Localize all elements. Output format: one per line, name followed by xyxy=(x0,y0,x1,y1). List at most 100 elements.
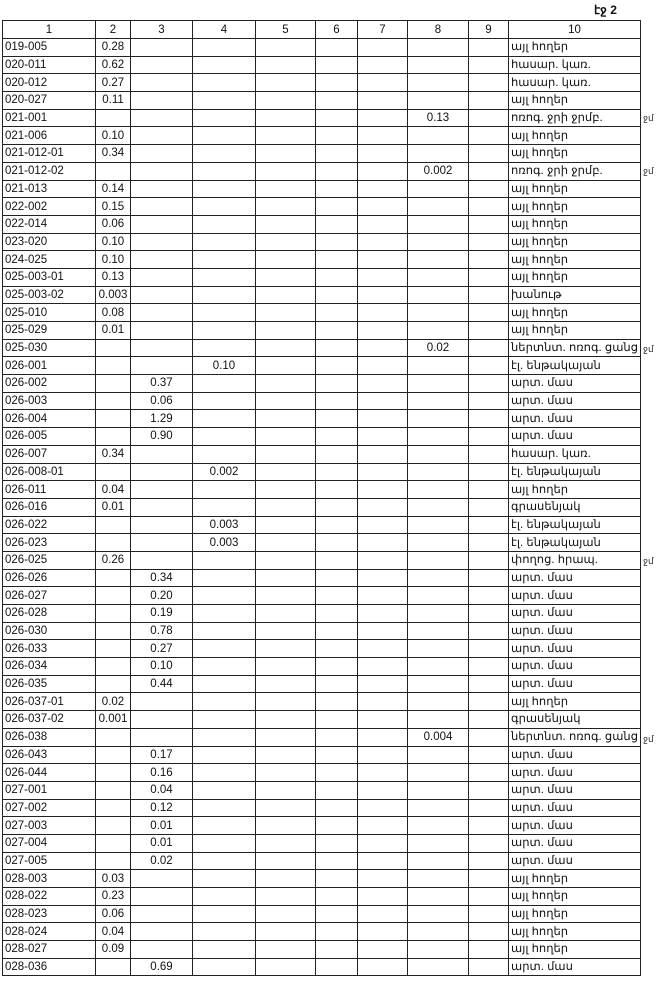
area-cell: 0.003 xyxy=(95,285,131,305)
area-cell xyxy=(468,604,509,623)
area-cell xyxy=(192,444,256,464)
area-cell xyxy=(407,833,469,853)
area-cell xyxy=(130,108,193,128)
land-use-cell: արտ. մաս xyxy=(508,586,641,605)
area-cell xyxy=(315,904,358,924)
area-cell xyxy=(315,533,358,552)
area-cell xyxy=(468,904,509,924)
area-cell xyxy=(315,763,358,782)
area-cell xyxy=(407,55,469,75)
area-cell xyxy=(357,533,408,552)
parcel-code-cell: 026-037-01 xyxy=(2,692,96,712)
area-cell xyxy=(407,391,469,411)
area-cell xyxy=(255,497,316,517)
area-cell xyxy=(192,639,256,659)
area-cell xyxy=(468,108,509,128)
area-cell xyxy=(192,621,256,641)
area-cell: 0.002 xyxy=(407,161,469,181)
area-cell: 0.69 xyxy=(130,957,193,977)
area-cell: 0.28 xyxy=(95,38,131,57)
area-cell xyxy=(192,285,256,305)
area-cell xyxy=(130,144,193,163)
area-cell xyxy=(315,444,358,464)
area-cell xyxy=(357,621,408,641)
page-number: էջ 2 xyxy=(594,3,617,17)
parcel-code-cell: 021-001 xyxy=(2,108,96,128)
area-cell xyxy=(468,780,509,800)
area-cell xyxy=(192,780,256,800)
area-cell xyxy=(468,674,509,694)
area-cell xyxy=(315,780,358,800)
area-cell xyxy=(357,462,408,482)
area-cell xyxy=(468,798,509,818)
area-cell: 0.11 xyxy=(95,91,131,110)
area-cell xyxy=(255,73,316,93)
area-cell xyxy=(130,126,193,146)
area-cell xyxy=(407,250,469,269)
area-cell xyxy=(95,727,131,747)
area-cell xyxy=(315,267,358,287)
area-cell xyxy=(130,710,193,729)
area-cell xyxy=(407,179,469,199)
land-use-cell: գրասենյակ xyxy=(508,497,641,517)
area-cell xyxy=(315,480,358,499)
area-cell xyxy=(130,179,193,199)
area-cell xyxy=(255,957,316,977)
area-cell xyxy=(357,144,408,163)
area-cell xyxy=(468,851,509,871)
area-cell xyxy=(255,126,316,146)
land-use-cell: այլ հողեր xyxy=(508,250,641,269)
table-row: 026-022 0.003 էլ. ենթակայան xyxy=(2,515,641,535)
land-use-cell: էլ. ենթակայան xyxy=(508,515,641,535)
area-cell xyxy=(315,851,358,871)
area-cell xyxy=(130,321,193,340)
area-cell xyxy=(468,869,509,888)
area-cell xyxy=(468,462,509,482)
area-cell xyxy=(192,197,256,216)
area-cell xyxy=(95,568,131,588)
area-cell xyxy=(468,91,509,110)
area-cell xyxy=(130,887,193,906)
area-cell xyxy=(407,303,469,322)
area-cell xyxy=(255,197,316,216)
table-row: 026-005 0.90 արտ. մաս xyxy=(2,427,641,446)
area-cell xyxy=(357,940,408,959)
area-cell xyxy=(315,568,358,588)
land-use-cell: արտ. մաս xyxy=(508,427,641,446)
table-row: 027-004 0.01 արտ. մաս xyxy=(2,833,641,853)
area-cell xyxy=(95,462,131,482)
area-cell xyxy=(357,657,408,676)
area-cell xyxy=(357,851,408,871)
area-cell xyxy=(192,957,256,977)
table-row: 021-013 0.14 այլ հողեր xyxy=(2,179,641,199)
area-cell xyxy=(255,851,316,871)
area-cell xyxy=(407,887,469,906)
area-cell xyxy=(468,356,509,376)
area-cell xyxy=(255,639,316,659)
area-cell xyxy=(468,197,509,216)
area-cell xyxy=(315,91,358,110)
parcel-code-cell: 025-030 xyxy=(2,338,96,358)
margin-note: ջմ xyxy=(643,556,654,567)
area-cell xyxy=(468,38,509,57)
area-cell xyxy=(407,321,469,340)
area-cell xyxy=(357,285,408,305)
parcel-code-cell: 022-002 xyxy=(2,197,96,216)
area-cell xyxy=(192,427,256,446)
area-cell xyxy=(407,126,469,146)
area-cell xyxy=(468,161,509,181)
table-row: 020-011 0.62 հասար. կառ. xyxy=(2,55,641,75)
table-row: 026-011 0.04 այլ հողեր xyxy=(2,480,641,499)
area-cell xyxy=(468,816,509,835)
area-cell xyxy=(468,267,509,287)
land-use-cell: այլ հողեր xyxy=(508,232,641,252)
land-use-cell: արտ. մաս xyxy=(508,409,641,429)
area-cell xyxy=(192,409,256,429)
land-use-cell: հասար. կառ. xyxy=(508,55,641,75)
area-cell xyxy=(468,727,509,747)
area-cell xyxy=(192,108,256,128)
area-cell: 0.10 xyxy=(192,356,256,376)
land-use-cell: այլ հողեր xyxy=(508,214,641,234)
area-cell xyxy=(255,338,316,358)
land-parcel-table: 1 2 3 4 5 6 7 8 9 10 019-005 0.28 այլ հողեր 020-011 0.… xyxy=(2,20,641,977)
